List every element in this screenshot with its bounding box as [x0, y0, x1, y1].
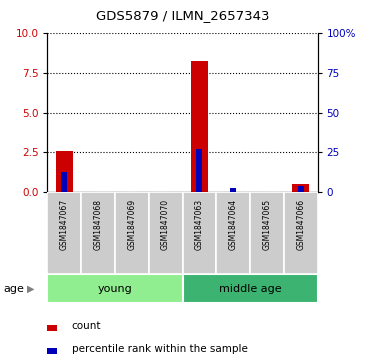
Text: GSM1847069: GSM1847069	[127, 199, 137, 250]
Text: percentile rank within the sample: percentile rank within the sample	[72, 344, 247, 354]
Bar	[47, 274, 182, 303]
Bar	[182, 192, 216, 274]
Bar	[61, 172, 68, 192]
Text: GSM1847066: GSM1847066	[296, 199, 305, 250]
Text: young: young	[97, 284, 132, 294]
Bar	[47, 325, 57, 331]
Bar	[149, 192, 182, 274]
Bar	[284, 192, 318, 274]
Bar	[56, 151, 73, 192]
Text: GSM1847068: GSM1847068	[93, 199, 103, 250]
Bar	[81, 192, 115, 274]
Text: GSM1847064: GSM1847064	[228, 199, 238, 250]
Text: age: age	[4, 284, 24, 294]
Bar	[191, 61, 208, 192]
Bar	[47, 348, 57, 354]
Bar	[115, 192, 149, 274]
Text: ▶: ▶	[27, 284, 35, 294]
Bar	[47, 192, 81, 274]
Text: middle age: middle age	[219, 284, 281, 294]
Bar	[216, 192, 250, 274]
Text: GSM1847065: GSM1847065	[262, 199, 272, 250]
Bar	[250, 192, 284, 274]
Text: count: count	[72, 321, 101, 331]
Bar	[196, 149, 203, 192]
Text: GDS5879 / ILMN_2657343: GDS5879 / ILMN_2657343	[96, 9, 269, 22]
Text: GSM1847063: GSM1847063	[195, 199, 204, 250]
Text: GSM1847070: GSM1847070	[161, 199, 170, 250]
Bar	[230, 188, 236, 192]
Bar	[292, 184, 309, 192]
Bar	[182, 274, 318, 303]
Text: GSM1847067: GSM1847067	[60, 199, 69, 250]
Bar	[297, 186, 304, 192]
